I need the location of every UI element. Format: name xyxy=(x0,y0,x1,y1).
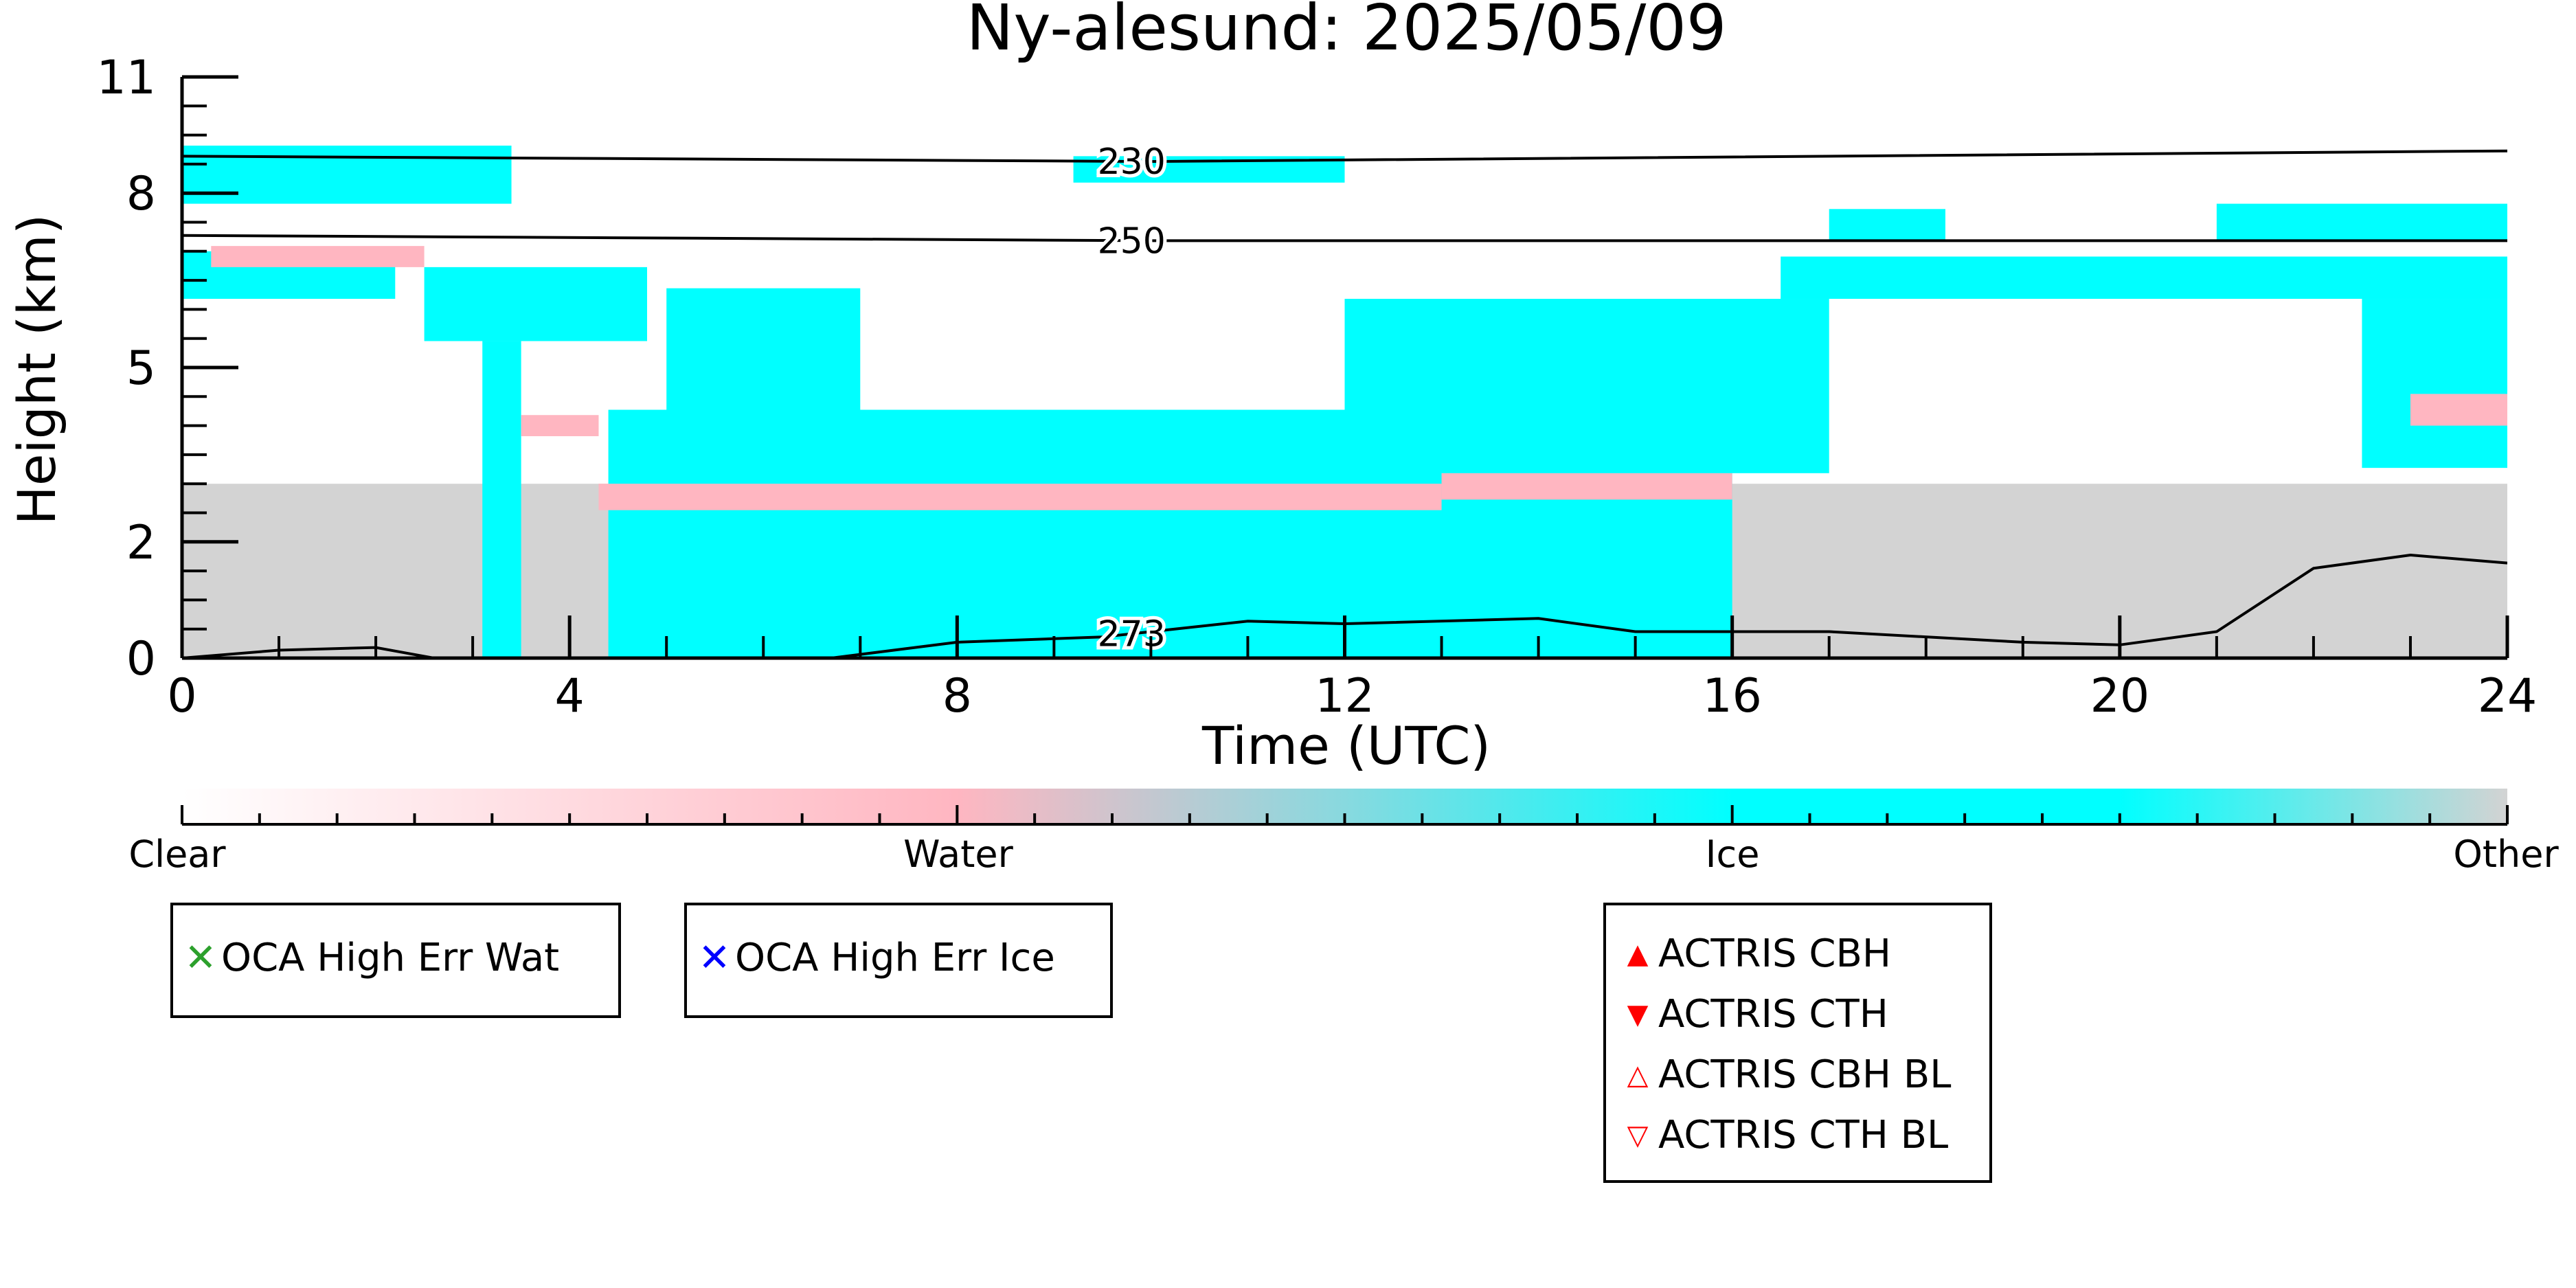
red-filled-down-triangle-icon: ▼ xyxy=(1627,998,1649,1030)
colorbar-label-clear: Clear xyxy=(128,833,226,876)
legend-label-water-error: OCA High Err Wat xyxy=(221,936,560,980)
red-filled-up-triangle-icon: ▲ xyxy=(1627,938,1649,970)
legend-water-error: ✕ OCA High Err Wat xyxy=(170,903,621,1018)
x-axis-label: Time (UTC) xyxy=(1201,715,1491,776)
isotherm-line-250 xyxy=(182,234,2507,242)
region-water-12 xyxy=(1441,473,1732,500)
y-tick-label-8: 8 xyxy=(126,167,156,221)
blue-x-icon: ✕ xyxy=(698,935,731,980)
legend-label-ice-error: OCA High Err Ice xyxy=(735,936,1055,980)
x-tick-label-12: 12 xyxy=(1315,669,1375,723)
region-ice-11 xyxy=(1344,299,1829,473)
region-water-4 xyxy=(211,246,425,267)
legend-actris: ▲ ACTRIS CBH ▼ ACTRIS CTH △ ACTRIS CBH B… xyxy=(1603,903,1992,1183)
region-ice-17 xyxy=(1829,209,1945,241)
isotherm-label-230: 230 xyxy=(1098,142,1166,183)
red-hollow-up-triangle-icon: △ xyxy=(1627,1059,1649,1091)
x-tick-label-4: 4 xyxy=(555,669,585,723)
classification-field: 230 250 273 xyxy=(182,138,2507,658)
green-x-icon: ✕ xyxy=(184,935,217,980)
colorbar-label-ice: Ice xyxy=(1706,833,1760,876)
isotherm-label-250: 250 xyxy=(1098,221,1166,262)
region-ice-1 xyxy=(182,145,512,204)
y-tick-label-5: 5 xyxy=(126,341,156,396)
x-tick-label-24: 24 xyxy=(2478,669,2538,723)
region-ice-16 xyxy=(2216,203,2507,241)
chart-title: Ny-alesund: 2025/05/09 xyxy=(967,0,1727,65)
region-ice-6 xyxy=(482,341,521,658)
colorbar-ticks xyxy=(181,805,2509,824)
x-tick-label-0: 0 xyxy=(167,669,196,723)
region-water-10 xyxy=(598,484,1442,510)
legend-label-actris-cth-bl: ACTRIS CTH BL xyxy=(1658,1113,1949,1157)
legend-ice-error: ✕ OCA High Err Ice xyxy=(684,903,1113,1018)
region-ice-13 xyxy=(1781,256,2507,300)
y-tick-label-11: 11 xyxy=(96,51,156,105)
y-tick-label-0: 0 xyxy=(126,632,156,686)
region-water-15 xyxy=(2410,394,2507,426)
legend-label-actris-cth: ACTRIS CTH xyxy=(1658,992,1888,1037)
region-ice-5 xyxy=(424,267,647,341)
region-water-7 xyxy=(521,415,599,436)
legend-label-actris-cbh-bl: ACTRIS CBH BL xyxy=(1658,1052,1952,1097)
isotherm-line-230 xyxy=(182,149,2507,163)
red-hollow-down-triangle-icon: ▽ xyxy=(1627,1119,1649,1151)
colorbar-label-water: Water xyxy=(903,833,1013,876)
isotherm-label-273: 273 xyxy=(1098,614,1166,655)
legend-label-actris-cbh: ACTRIS CBH xyxy=(1658,931,1892,976)
plot-area: 230 250 273 0 4 8 12 16 20 24 0 2 5 8 11 xyxy=(96,51,2537,723)
colorbar-label-other: Other xyxy=(2453,833,2559,876)
region-ice-9 xyxy=(666,288,861,420)
y-tick-label-2: 2 xyxy=(126,516,156,570)
x-tick-label-8: 8 xyxy=(942,669,972,723)
region-ice-14 xyxy=(2362,299,2507,468)
x-tick-label-16: 16 xyxy=(1702,669,1762,723)
x-tick-label-20: 20 xyxy=(2090,669,2150,723)
y-axis-label: Height (km) xyxy=(6,214,67,526)
